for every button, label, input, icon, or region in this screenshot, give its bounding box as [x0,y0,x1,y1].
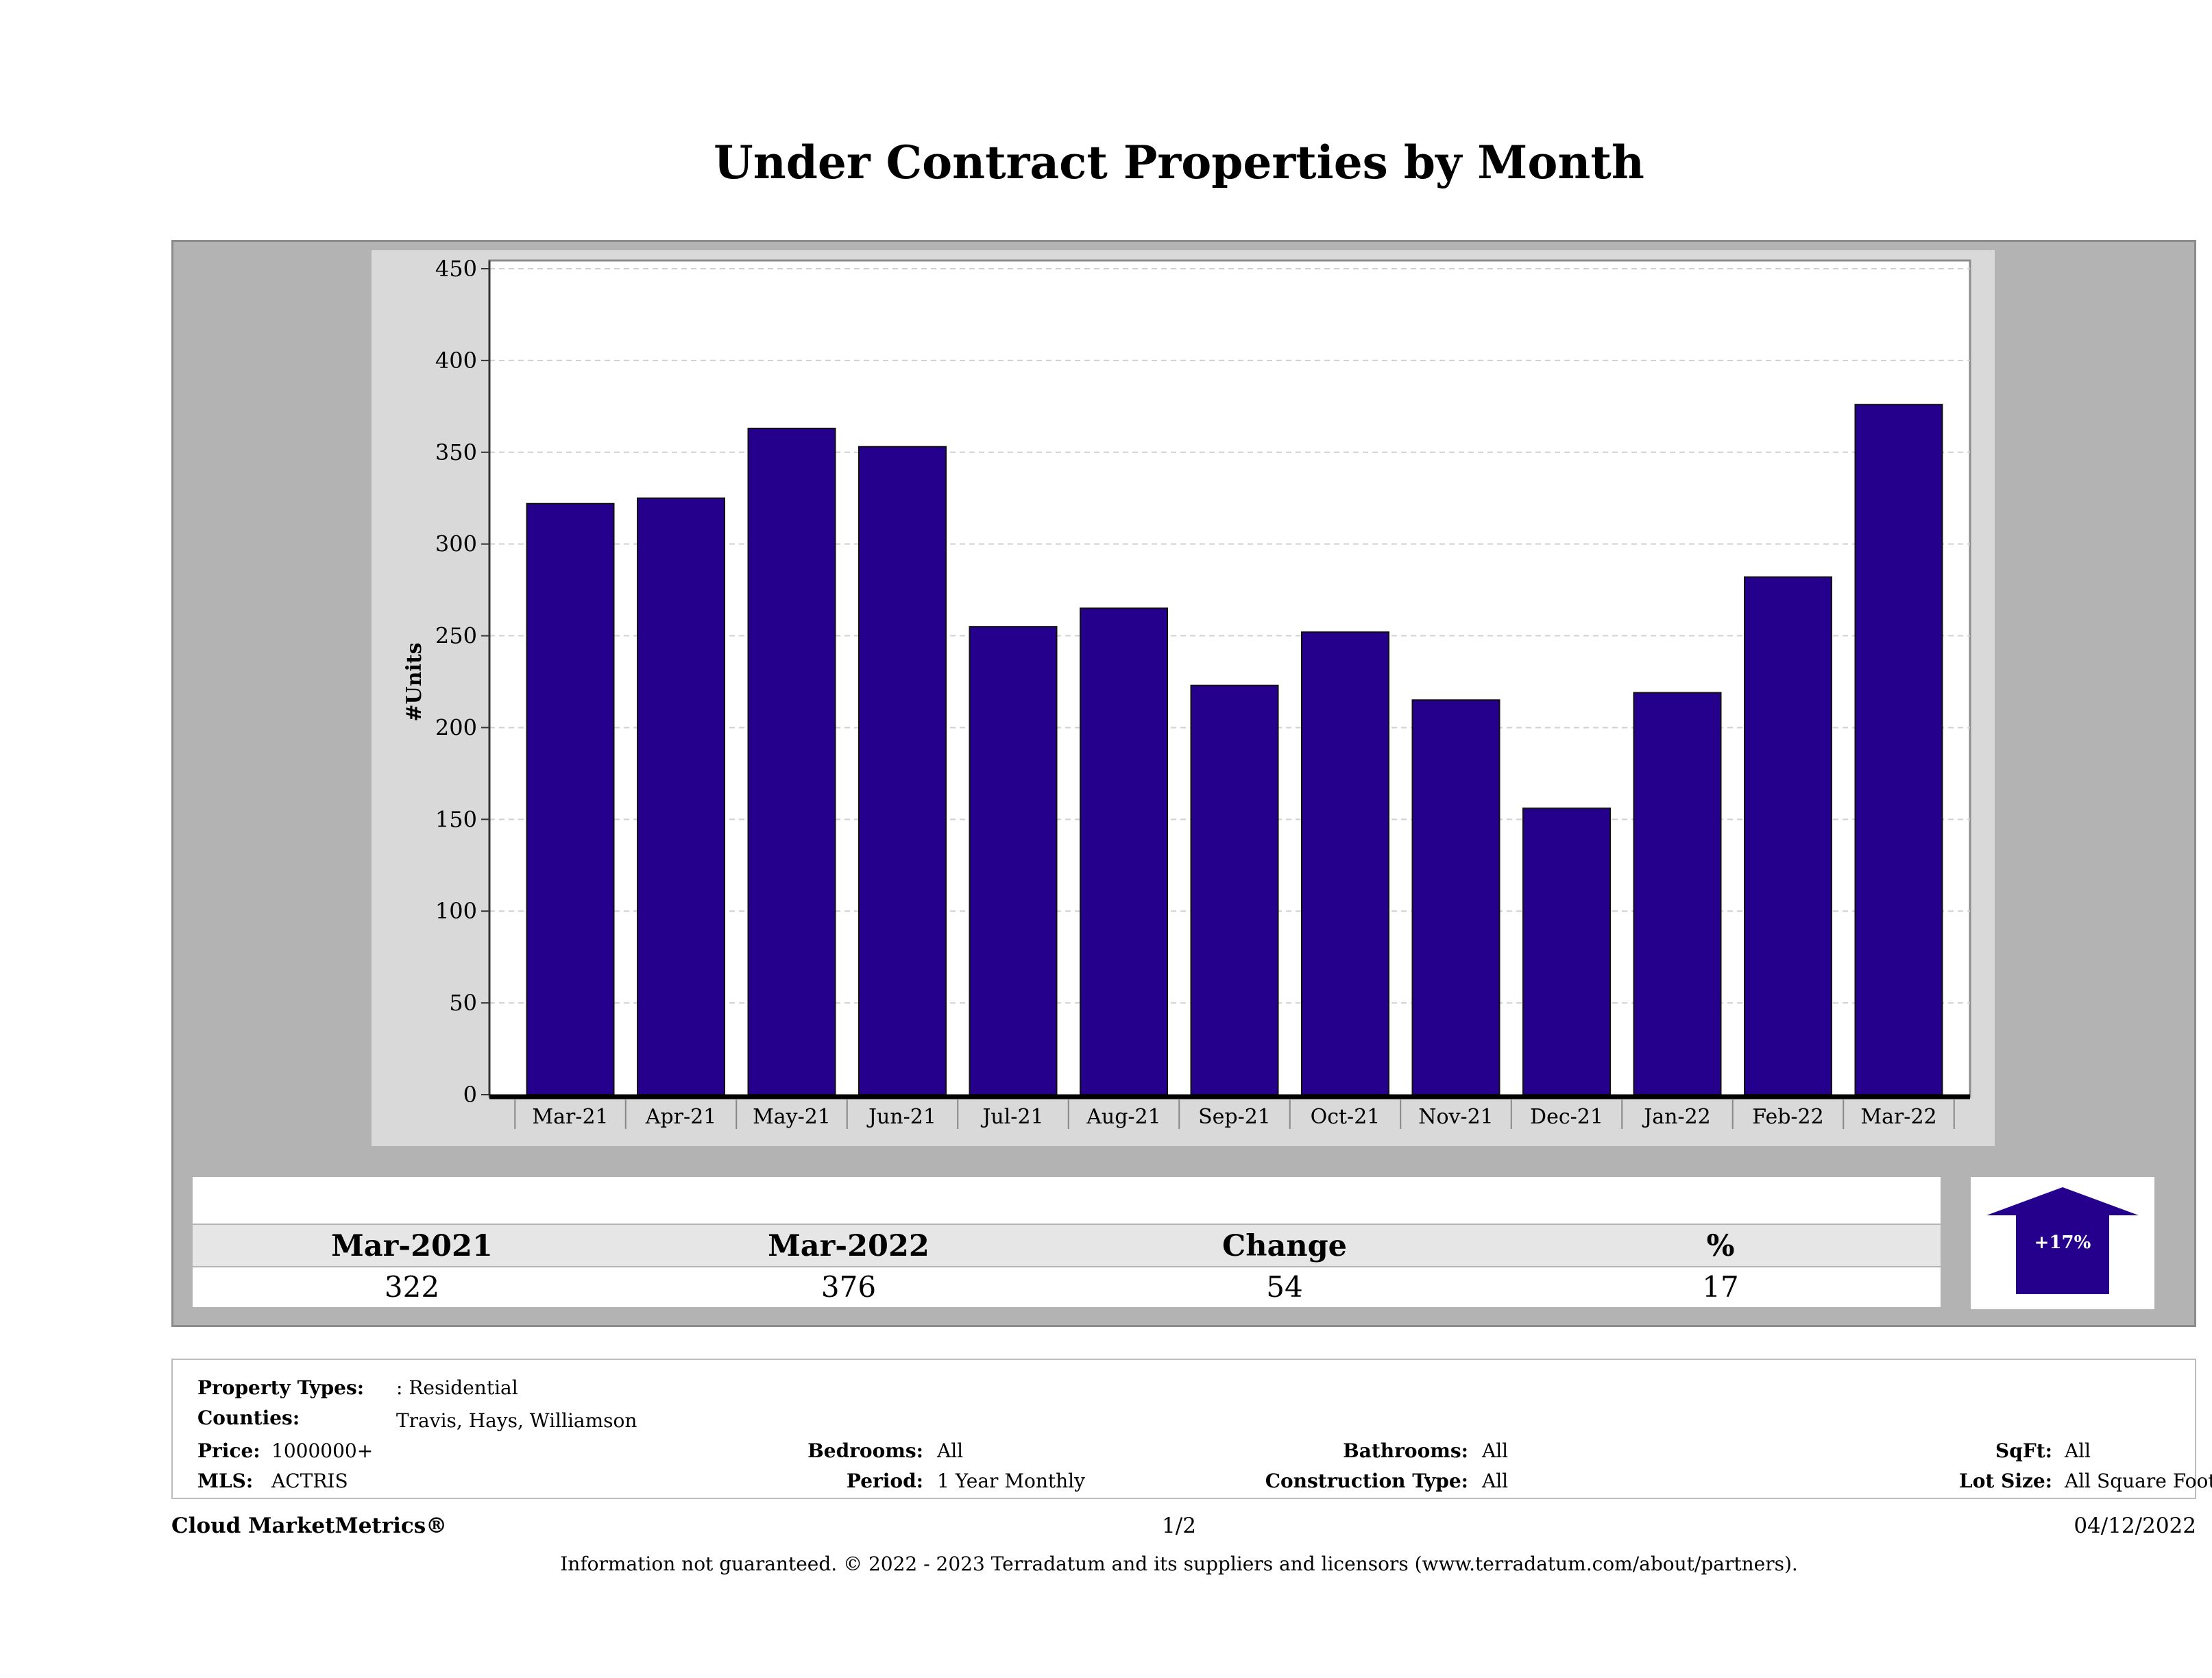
x-tick-label: Mar-21 [532,1105,608,1129]
y-tick-label: 250 [435,623,477,649]
construction-type-value: All [1482,1470,1509,1492]
x-tick-label: Jun-21 [866,1105,936,1129]
x-tick-label: Aug-21 [1086,1105,1161,1129]
page-title: Under Contract Properties by Month [714,136,1644,189]
x-tick-label: Mar-22 [1860,1105,1936,1129]
y-tick-label: 150 [435,806,477,832]
x-tick-label: Apr-21 [645,1105,717,1129]
page-number: 1/2 [1162,1513,1196,1538]
sqft-value: All [2065,1439,2091,1462]
summary-header-cell: Mar-2021 [331,1229,493,1263]
y-axis-label: #Units [402,642,426,721]
y-tick-label: 300 [435,531,477,557]
y-tick-label: 50 [449,990,477,1016]
period-value: 1 Year Monthly [937,1470,1085,1492]
x-tick-label: Jan-22 [1642,1105,1711,1129]
bathrooms-value: All [1482,1439,1509,1462]
construction-type-label: Construction Type: [1265,1470,1468,1492]
y-tick-label: 450 [435,256,477,282]
y-tick-labels: 0 50 100 150 200 250 300 350 400 450 [435,256,477,1108]
mls-label: MLS: [197,1470,254,1492]
property-types-label: Property Types: [197,1376,365,1399]
bar [637,497,725,1095]
bar [1190,684,1279,1095]
price-label: Price: [197,1439,260,1462]
bathrooms-label: Bathrooms: [1343,1439,1468,1462]
change-badge-label: +17% [2034,1232,2091,1253]
bedrooms-label: Bedrooms: [807,1439,923,1462]
report-criteria: Property Types: : Residential Counties: … [171,1359,2212,1499]
summary-value-row: 322 376 54 17 [193,1267,1941,1307]
change-badge: +17% [1971,1177,2154,1309]
summary-value-cell: 376 [821,1270,877,1304]
x-tick-label: Jul-21 [980,1105,1043,1129]
counties-label: Counties: [197,1407,300,1429]
footer-disclaimer: Information not guaranteed. © 2022 - 202… [560,1553,1798,1575]
y-tick-label: 0 [463,1082,477,1108]
bar [1854,404,1943,1095]
axes [481,260,1970,1129]
counties-value: Travis, Hays, Williamson [396,1409,637,1432]
y-tick-label: 100 [435,898,477,924]
bar [526,502,615,1095]
x-tick-label: May-21 [753,1105,831,1129]
x-tick-label: Oct-21 [1311,1105,1381,1129]
x-tick-label: Sep-21 [1198,1105,1271,1129]
bar [1744,576,1832,1096]
summary-value-cell: 54 [1266,1270,1303,1304]
summary-value-cell: 322 [384,1270,440,1304]
bars [526,404,1943,1096]
up-arrow-icon: +17% [1986,1187,2139,1294]
summary-blank-row [193,1177,1941,1224]
x-tick-label: Feb-22 [1752,1105,1823,1129]
bedrooms-value: All [937,1439,964,1462]
y-tick-label: 350 [435,439,477,465]
summary-header-row: Mar-2021 Mar-2022 Change % [193,1225,1941,1266]
bar [969,626,1058,1095]
summary-header-cell: Change [1222,1229,1348,1263]
bar [1633,692,1722,1095]
summary-header-cell: % [1706,1229,1735,1263]
y-tick-label: 400 [435,348,477,374]
bar [1301,631,1389,1095]
bar [1411,699,1500,1095]
lot-size-value: All Square Footage [2065,1470,2212,1492]
price-value: 1000000+ [271,1439,374,1462]
property-types-value: : Residential [396,1376,518,1399]
summary-value-cell: 17 [1702,1270,1739,1304]
lot-size-label: Lot Size: [1959,1470,2052,1492]
bar [858,446,947,1095]
x-tick-label: Dec-21 [1530,1105,1603,1129]
footer-brand: Cloud MarketMetrics® [171,1513,448,1538]
mls-value: ACTRIS [271,1470,348,1492]
period-label: Period: [846,1470,923,1492]
report-date: 04/12/2022 [2074,1513,2196,1538]
sqft-label: SqFt: [1995,1439,2052,1462]
bar [1522,807,1611,1095]
bar [1080,607,1168,1095]
bar [747,427,836,1095]
x-tick-label: Nov-21 [1418,1105,1494,1129]
bar-chart: 0 50 100 150 200 250 300 350 400 450 Mar-21 Apr-21… [402,256,1971,1129]
y-tick-label: 200 [435,714,477,740]
x-tick-labels: Mar-21 Apr-21 May-21 Jun-21 Jul-21 Aug-21 Sep-… [532,1105,1936,1129]
summary-header-cell: Mar-2022 [768,1229,929,1263]
